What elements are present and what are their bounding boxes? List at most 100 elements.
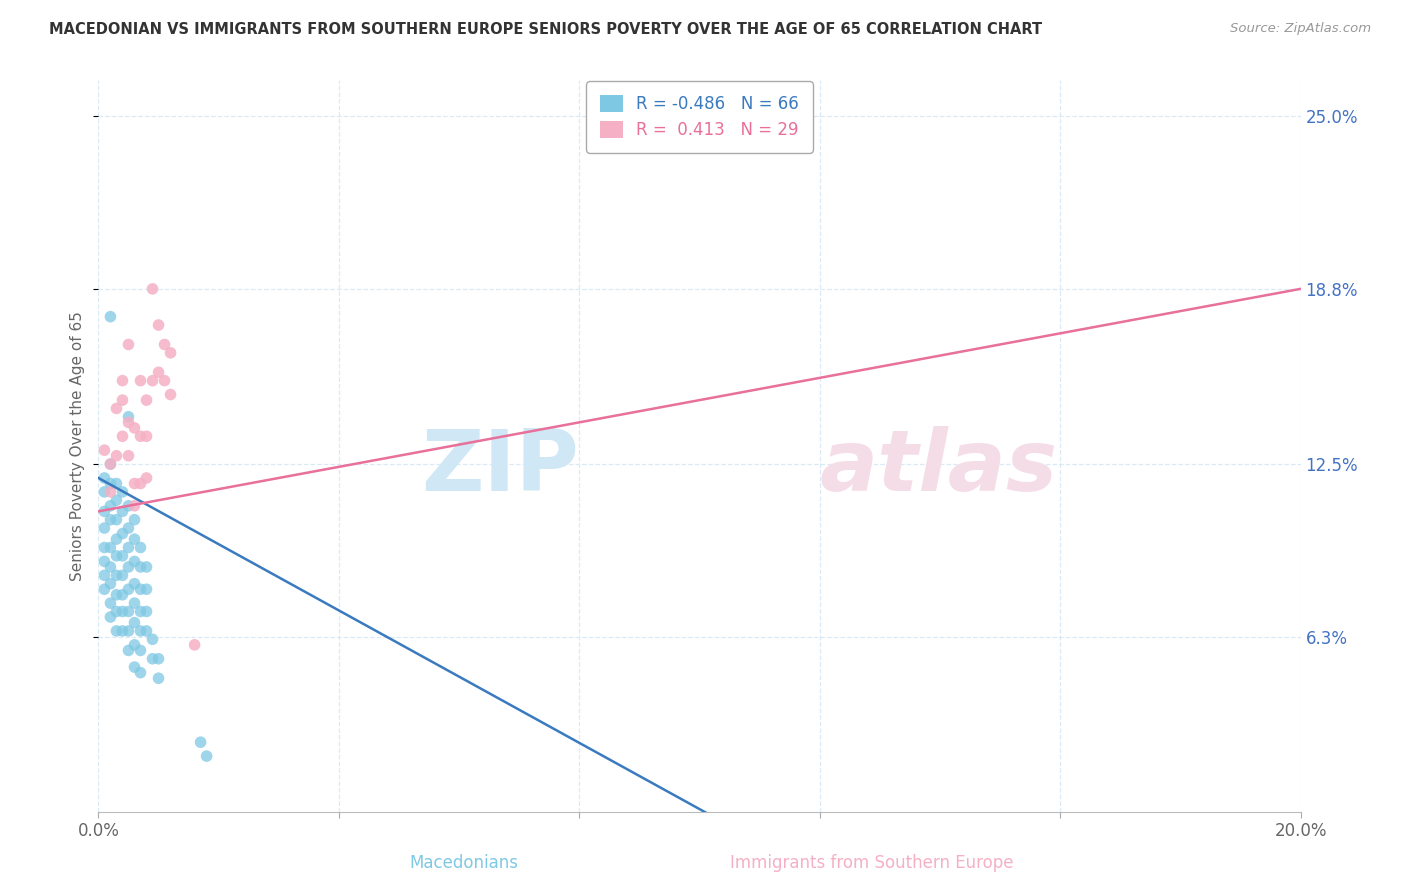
Point — [124, 615, 146, 630]
Point — [111, 624, 134, 638]
Point — [159, 346, 181, 360]
Point — [129, 476, 152, 491]
Point — [141, 374, 163, 388]
Point — [124, 596, 146, 610]
Point — [135, 624, 157, 638]
Point — [100, 499, 122, 513]
Point — [100, 596, 122, 610]
Text: MACEDONIAN VS IMMIGRANTS FROM SOUTHERN EUROPE SENIORS POVERTY OVER THE AGE OF 65: MACEDONIAN VS IMMIGRANTS FROM SOUTHERN E… — [49, 22, 1042, 37]
Point — [111, 374, 134, 388]
Point — [153, 374, 176, 388]
Point — [93, 443, 115, 458]
Point — [93, 504, 115, 518]
Point — [141, 632, 163, 647]
Text: Source: ZipAtlas.com: Source: ZipAtlas.com — [1230, 22, 1371, 36]
Point — [183, 638, 205, 652]
Point — [129, 643, 152, 657]
Point — [135, 393, 157, 408]
Point — [100, 576, 122, 591]
Point — [105, 549, 128, 563]
Text: Immigrants from Southern Europe: Immigrants from Southern Europe — [730, 855, 1014, 872]
Point — [148, 365, 170, 379]
Point — [93, 471, 115, 485]
Text: Macedonians: Macedonians — [409, 855, 519, 872]
Point — [195, 749, 218, 764]
Point — [105, 568, 128, 582]
Point — [111, 526, 134, 541]
Point — [117, 521, 139, 535]
Point — [124, 554, 146, 568]
Point — [117, 337, 139, 351]
Point — [100, 541, 122, 555]
Point — [190, 735, 212, 749]
Point — [111, 605, 134, 619]
Point — [117, 415, 139, 429]
Point — [100, 610, 122, 624]
Point — [135, 560, 157, 574]
Point — [129, 605, 152, 619]
Point — [117, 499, 139, 513]
Point — [100, 476, 122, 491]
Point — [124, 421, 146, 435]
Point — [135, 429, 157, 443]
Point — [93, 582, 115, 597]
Point — [141, 282, 163, 296]
Point — [105, 588, 128, 602]
Point — [124, 532, 146, 546]
Point — [93, 541, 115, 555]
Point — [105, 513, 128, 527]
Point — [117, 643, 139, 657]
Point — [105, 493, 128, 508]
Point — [129, 624, 152, 638]
Point — [135, 471, 157, 485]
Point — [117, 582, 139, 597]
Point — [111, 393, 134, 408]
Point — [93, 521, 115, 535]
Point — [129, 541, 152, 555]
Point — [159, 387, 181, 401]
Point — [124, 638, 146, 652]
Point — [105, 624, 128, 638]
Point — [129, 560, 152, 574]
Point — [111, 484, 134, 499]
Point — [117, 541, 139, 555]
Point — [111, 549, 134, 563]
Point — [117, 624, 139, 638]
Text: ZIP: ZIP — [422, 426, 579, 509]
Point — [117, 560, 139, 574]
Point — [105, 449, 128, 463]
Point — [124, 660, 146, 674]
Point — [124, 513, 146, 527]
Point — [129, 374, 152, 388]
Point — [111, 504, 134, 518]
Point — [135, 605, 157, 619]
Point — [117, 409, 139, 424]
Point — [105, 532, 128, 546]
Point — [135, 582, 157, 597]
Point — [148, 652, 170, 666]
Point — [129, 582, 152, 597]
Point — [93, 484, 115, 499]
Text: atlas: atlas — [820, 426, 1057, 509]
Point — [111, 429, 134, 443]
Point — [100, 310, 122, 324]
Point — [100, 560, 122, 574]
Point — [124, 476, 146, 491]
Point — [111, 568, 134, 582]
Point — [141, 652, 163, 666]
Point — [148, 318, 170, 332]
Point — [100, 513, 122, 527]
Point — [117, 449, 139, 463]
Legend: R = -0.486   N = 66, R =  0.413   N = 29: R = -0.486 N = 66, R = 0.413 N = 29 — [586, 81, 813, 153]
Point — [100, 457, 122, 471]
Point — [93, 568, 115, 582]
Point — [124, 499, 146, 513]
Point — [129, 665, 152, 680]
Point — [117, 605, 139, 619]
Point — [148, 671, 170, 685]
Point — [129, 429, 152, 443]
Point — [105, 476, 128, 491]
Point — [105, 605, 128, 619]
Point — [105, 401, 128, 416]
Point — [153, 337, 176, 351]
